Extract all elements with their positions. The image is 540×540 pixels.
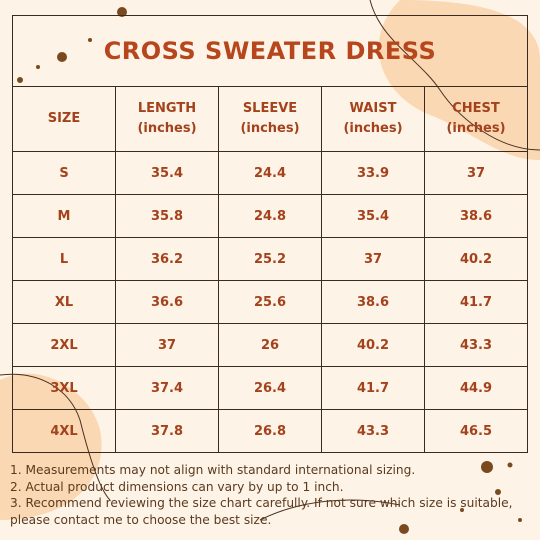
size-row: 2XL 37 26 40.2 43.3	[12, 323, 528, 367]
header-name: CHEST	[452, 101, 500, 116]
curve	[259, 499, 401, 521]
header-cell: SIZE	[12, 86, 116, 152]
measure-cell: 37	[424, 151, 528, 195]
measure-cell: 38.6	[424, 194, 528, 238]
notes: 1. Measurements may not align with stand…	[10, 462, 525, 528]
size-row: XL 36.6 25.6 38.6 41.7	[12, 280, 528, 324]
size-cell: XL	[12, 280, 116, 324]
measure-cell: 43.3	[321, 409, 425, 453]
size-table: CROSS SWEATER DRESS SIZE LENGTH (inches) SL…	[12, 15, 528, 453]
size-cell: L	[12, 237, 116, 281]
header-name: SLEEVE	[242, 101, 298, 116]
measure-cell: 24.8	[218, 194, 322, 238]
title: CROSS SWEATER DRESS	[12, 15, 528, 87]
measure-cell: 35.8	[115, 194, 219, 238]
size-cell: S	[12, 151, 116, 195]
header-name: LENGTH	[137, 101, 197, 116]
measure-cell: 36.2	[115, 237, 219, 281]
size-cell: 4XL	[12, 409, 116, 453]
note: 2. Actual product dimensions can vary by…	[10, 479, 344, 494]
size-row: 4XL 37.8 26.8 43.3 46.5	[12, 409, 528, 453]
header-cell: SLEEVE (inches)	[218, 86, 322, 152]
measure-cell: 25.6	[218, 280, 322, 324]
measure-cell: 37.8	[115, 409, 219, 453]
header-unit: (inches)	[343, 121, 403, 136]
measure-cell: 37.4	[115, 366, 219, 410]
measure-cell: 26	[218, 323, 322, 367]
measure-cell: 40.2	[321, 323, 425, 367]
measure-cell: 26.4	[218, 366, 322, 410]
measure-cell: 43.3	[424, 323, 528, 367]
header-cell: LENGTH (inches)	[115, 86, 219, 152]
measure-cell: 36.6	[115, 280, 219, 324]
measure-cell: 26.8	[218, 409, 322, 453]
header-row: SIZE LENGTH (inches) SLEEVE (inches) WAIST (in…	[12, 86, 528, 152]
measure-cell: 37	[321, 237, 425, 281]
measure-cell: 38.6	[321, 280, 425, 324]
measure-cell: 41.7	[321, 366, 425, 410]
header-unit: (inches)	[137, 121, 197, 136]
measure-cell: 46.5	[424, 409, 528, 453]
measure-cell: 37	[115, 323, 219, 367]
measure-cell: 35.4	[115, 151, 219, 195]
note: 3. Recommend reviewing the size chart ca…	[10, 496, 513, 527]
size-row: 3XL 37.4 26.4 41.7 44.9	[12, 366, 528, 410]
size-cell: 2XL	[12, 323, 116, 367]
measure-cell: 35.4	[321, 194, 425, 238]
measure-cell: 33.9	[321, 151, 425, 195]
header-unit: (inches)	[446, 121, 506, 136]
measure-cell: 41.7	[424, 280, 528, 324]
header-cell: CHEST (inches)	[424, 86, 528, 152]
size-cell: M	[12, 194, 116, 238]
note: 1. Measurements may not align with stand…	[10, 463, 416, 477]
measure-cell: 24.4	[218, 151, 322, 195]
header-cell: WAIST (inches)	[321, 86, 425, 152]
size-row: S 35.4 24.4 33.9 37	[12, 151, 528, 195]
size-cell: 3XL	[12, 366, 116, 410]
size-row: M 35.8 24.8 35.4 38.6	[12, 194, 528, 238]
measure-cell: 44.9	[424, 366, 528, 410]
measure-cell: 25.2	[218, 237, 322, 281]
header-name: SIZE	[47, 111, 81, 126]
header-unit: (inches)	[240, 121, 300, 136]
size-row: L 36.2 25.2 37 40.2	[12, 237, 528, 281]
header-name: WAIST	[349, 101, 397, 116]
measure-cell: 40.2	[424, 237, 528, 281]
